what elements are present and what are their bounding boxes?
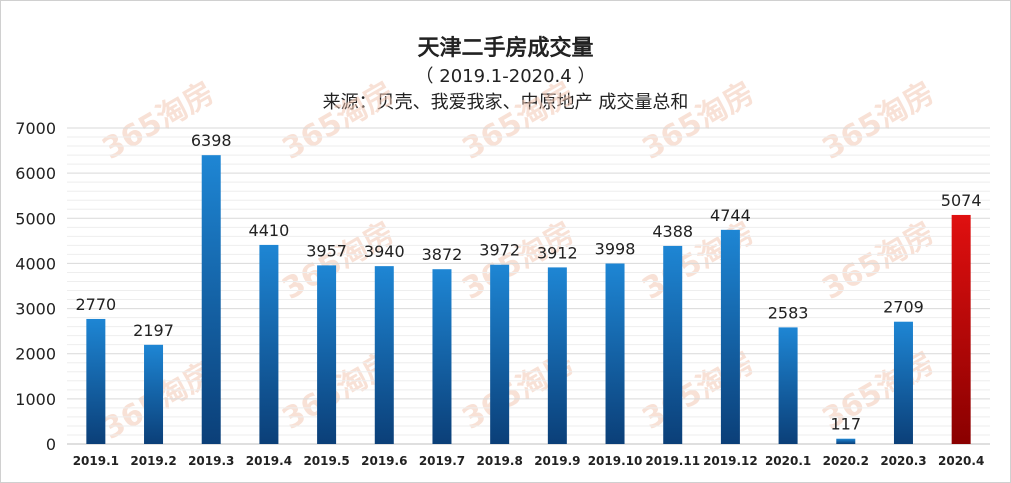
x-tick-label: 2019.9	[534, 454, 580, 468]
bar-2019.12	[720, 229, 740, 444]
bar-2019.2	[144, 344, 164, 444]
data-label-2019.7: 3872	[422, 245, 463, 264]
watermark-12: 365淘房	[637, 345, 761, 437]
chart-title: 天津二手房成交量	[417, 36, 594, 61]
data-label-2019.2: 2197	[133, 321, 174, 340]
data-label-2019.10: 3998	[595, 240, 636, 259]
bar-2020.3	[893, 321, 913, 444]
x-tick-label: 2020.4	[938, 454, 984, 468]
x-tick-label: 2019.10	[588, 454, 643, 468]
watermark-3: 365淘房	[637, 75, 761, 167]
y-tick-label: 2000	[15, 345, 56, 364]
data-label-2020.2: 117	[831, 415, 862, 434]
data-label-2019.4: 4410	[249, 221, 290, 240]
data-label-2020.1: 2583	[768, 303, 809, 322]
bar-2019.8	[490, 264, 510, 444]
bar-2019.5	[317, 265, 337, 444]
x-tick-label: 2019.7	[419, 454, 465, 468]
watermark-4: 365淘房	[817, 75, 941, 167]
y-tick-label: 0	[46, 435, 56, 454]
bar-2020.4	[951, 214, 971, 444]
x-tick-label: 2019.4	[246, 454, 292, 468]
watermark-8: 365淘房	[817, 215, 941, 307]
y-tick-label: 3000	[15, 300, 56, 319]
x-tick-label: 2020.2	[823, 454, 869, 468]
x-tick-label: 2020.3	[880, 454, 926, 468]
bar-2020.1	[778, 327, 798, 444]
bar-2019.9	[547, 267, 567, 444]
y-tick-label: 5000	[15, 209, 56, 228]
bar-2019.3	[201, 155, 221, 444]
bar-2020.2	[836, 438, 856, 444]
bars	[86, 155, 971, 444]
data-label-2019.11: 4388	[652, 222, 693, 241]
watermark-0: 365淘房	[97, 75, 221, 167]
x-tick-label: 2019.2	[130, 454, 176, 468]
y-axis: 0 1000 2000 3000 4000 5000 6000 7000	[15, 119, 56, 454]
watermark-1: 365淘房	[277, 75, 401, 167]
data-label-2019.8: 3972	[479, 241, 520, 260]
y-tick-label: 7000	[15, 119, 56, 138]
data-label-2019.12: 4744	[710, 206, 751, 225]
watermark-2: 365淘房	[457, 75, 581, 167]
x-tick-label: 2019.1	[73, 454, 119, 468]
x-tick-label: 2019.8	[477, 454, 523, 468]
gridlines	[67, 127, 990, 445]
x-tick-label: 2020.1	[765, 454, 811, 468]
data-label-2020.3: 2709	[883, 298, 924, 317]
y-tick-label: 6000	[15, 164, 56, 183]
data-label-2019.5: 3957	[306, 241, 347, 260]
bar-2019.10	[605, 263, 625, 444]
data-label-2019.9: 3912	[537, 243, 578, 262]
data-label-2019.3: 6398	[191, 131, 232, 150]
bar-2019.6	[374, 266, 394, 444]
x-tick-label: 2019.5	[303, 454, 349, 468]
x-tick-label: 2019.12	[703, 454, 758, 468]
bar-2019.11	[663, 245, 683, 444]
data-label-2020.4: 5074	[941, 191, 982, 210]
chart-subtitle: （ 2019.1-2020.4 ）	[415, 66, 596, 87]
x-tick-label: 2019.11	[645, 454, 700, 468]
data-label-2019.1: 2770	[75, 295, 116, 314]
x-axis: 2019.1 2019.2 2019.3 2019.4 2019.5 2019.6 2019…	[73, 454, 985, 468]
chart-source: 来源：贝壳、我爱我家、中原地产 成交量总和	[322, 92, 689, 113]
data-label-2019.6: 3940	[364, 242, 405, 261]
data-labels: 2770 2197 6398 4410 3957 3940 3872 3972 3912 3998…	[75, 131, 981, 434]
bar-2019.4	[259, 244, 279, 444]
x-tick-label: 2019.3	[188, 454, 234, 468]
y-tick-label: 1000	[15, 390, 56, 409]
y-tick-label: 4000	[15, 254, 56, 273]
bar-2019.1	[86, 318, 106, 444]
bar-2019.7	[432, 269, 452, 444]
x-tick-label: 2019.6	[361, 454, 407, 468]
